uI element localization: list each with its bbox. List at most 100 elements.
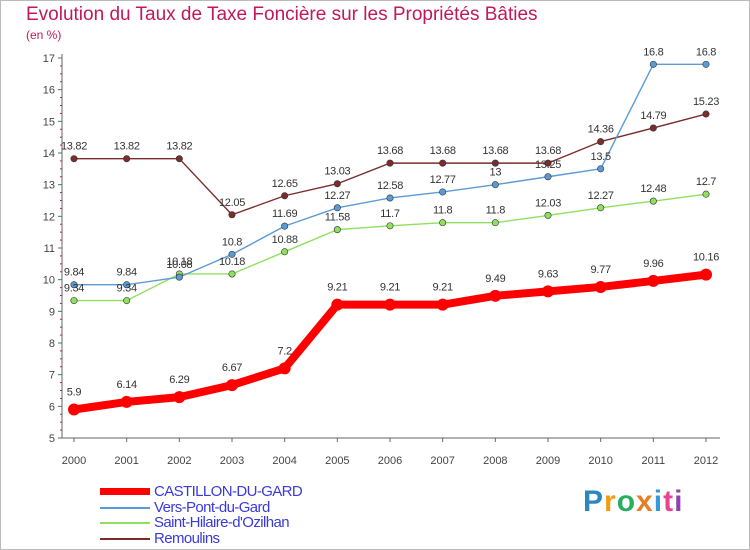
logo-letter: i xyxy=(653,485,664,518)
data-label: 13.68 xyxy=(535,145,561,157)
data-point xyxy=(597,138,605,146)
x-tick: 2006 xyxy=(378,438,402,467)
data-point xyxy=(123,297,131,305)
data-point xyxy=(228,270,236,278)
data-label: 13 xyxy=(490,167,502,179)
data-label: 11.58 xyxy=(325,212,350,224)
data-point xyxy=(542,285,554,298)
data-point xyxy=(386,194,394,202)
data-label: 12.27 xyxy=(588,190,614,202)
data-point xyxy=(70,281,78,289)
data-label: 6.14 xyxy=(117,379,137,391)
x-tick: 2007 xyxy=(430,438,455,467)
data-label: 10.18 xyxy=(166,256,192,268)
data-point xyxy=(175,155,183,163)
y-tick-label: 7 xyxy=(49,370,55,382)
data-label: 13.5 xyxy=(591,151,611,163)
y-tick-label: 16 xyxy=(43,85,55,97)
data-label: 14.36 xyxy=(588,124,614,136)
data-point xyxy=(331,298,344,311)
x-tick: 2004 xyxy=(272,438,297,467)
data-point xyxy=(439,159,447,167)
y-tick: 15 xyxy=(43,116,62,128)
data-point xyxy=(70,155,78,163)
y-tick: 14 xyxy=(43,148,62,160)
data-label: 13.82 xyxy=(114,141,140,153)
data-point xyxy=(281,222,289,230)
x-tick: 2005 xyxy=(325,438,350,467)
data-point xyxy=(70,297,78,305)
data-point xyxy=(439,188,447,196)
data-label: 12.58 xyxy=(377,180,403,192)
logo-letter: x xyxy=(636,485,654,518)
data-label: 13.68 xyxy=(482,145,508,157)
data-label: 13.25 xyxy=(535,159,561,171)
x-tick-label: 2010 xyxy=(588,455,612,467)
data-point xyxy=(386,159,394,167)
y-tick-label: 13 xyxy=(43,180,55,192)
data-point xyxy=(491,219,499,227)
data-label: 16.8 xyxy=(696,46,716,58)
x-tick-label: 2004 xyxy=(272,455,296,467)
data-point xyxy=(597,204,605,212)
data-point xyxy=(226,379,238,392)
data-label: 16.8 xyxy=(643,46,663,58)
data-point xyxy=(702,190,710,198)
data-label: 12.7 xyxy=(696,176,716,188)
data-label: 11.69 xyxy=(272,208,297,220)
y-tick: 7 xyxy=(49,370,62,382)
y-tick-label: 15 xyxy=(43,116,55,128)
data-label: 7.2 xyxy=(277,345,292,357)
y-tick-label: 6 xyxy=(49,401,55,413)
data-point xyxy=(491,181,499,189)
legend-swatch xyxy=(100,506,150,509)
y-tick: 10 xyxy=(43,275,62,287)
series-line xyxy=(73,270,707,414)
y-tick: 5 xyxy=(49,433,62,445)
y-tick-label: 5 xyxy=(49,433,55,445)
data-label: 12.05 xyxy=(219,197,245,209)
x-tick-label: 2009 xyxy=(536,455,560,467)
legend-label: Remoulins xyxy=(154,529,220,547)
data-label: 11.8 xyxy=(433,205,453,217)
y-tick: 17 xyxy=(43,53,62,65)
data-label: 9.84 xyxy=(117,267,137,279)
x-tick-label: 2003 xyxy=(220,455,244,467)
x-tick: 2009 xyxy=(536,438,560,467)
logo-letter: t xyxy=(663,485,675,518)
data-point xyxy=(386,222,394,230)
data-label: 11.7 xyxy=(380,208,400,220)
data-label: 9.34 xyxy=(64,283,84,295)
legend-label: CASTILLON-DU-GARD xyxy=(154,483,303,500)
data-point xyxy=(173,391,186,404)
series-lines xyxy=(73,63,707,414)
data-point xyxy=(649,197,657,205)
data-label: 13.03 xyxy=(324,166,350,178)
data-label: 9.84 xyxy=(64,267,84,279)
data-point xyxy=(120,395,133,408)
data-point xyxy=(491,159,499,167)
data-label: 9.77 xyxy=(591,264,611,276)
data-label: 12.27 xyxy=(324,190,350,202)
data-point xyxy=(647,274,660,287)
data-point xyxy=(702,110,710,118)
data-point xyxy=(489,289,502,302)
legend-swatch xyxy=(100,488,150,495)
x-tick-label: 2012 xyxy=(694,455,718,467)
data-label: 9.49 xyxy=(485,273,505,285)
x-tick: 2000 xyxy=(62,438,86,467)
logo-letter: r xyxy=(604,485,617,518)
data-point xyxy=(333,204,341,212)
y-tick: 16 xyxy=(43,85,62,97)
data-point xyxy=(228,250,236,258)
chart-title: Evolution du Taux de Taxe Foncière sur l… xyxy=(26,4,538,25)
data-label: 9.21 xyxy=(380,282,400,294)
data-label: 10.88 xyxy=(272,234,298,246)
x-tick: 2001 xyxy=(114,438,139,467)
y-tick: 6 xyxy=(49,401,62,413)
x-tick: 2002 xyxy=(167,438,192,467)
y-tick-label: 10 xyxy=(43,275,55,287)
data-label: 6.67 xyxy=(222,362,242,374)
x-tick-label: 2006 xyxy=(378,455,402,467)
data-label: 9.63 xyxy=(538,268,558,280)
